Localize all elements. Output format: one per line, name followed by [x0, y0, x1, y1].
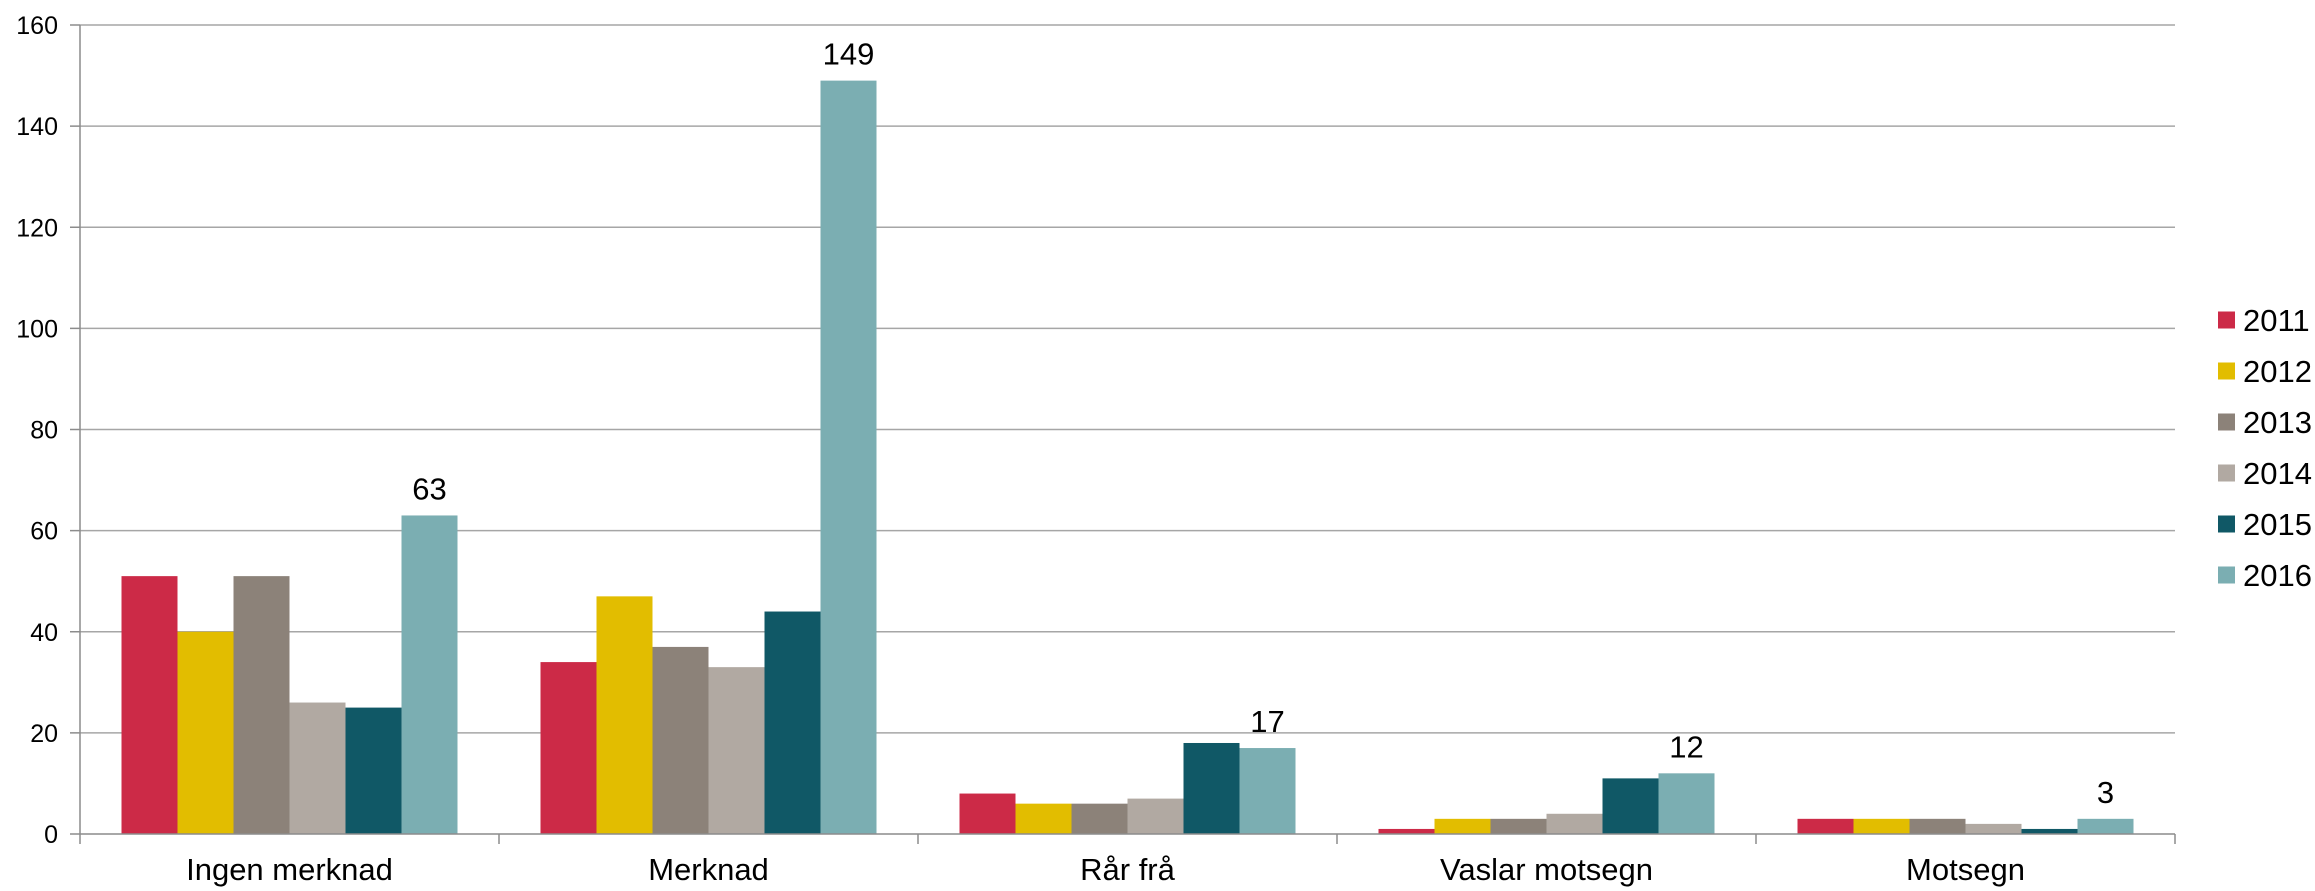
data-label: 149	[823, 37, 875, 72]
bar-2016-0	[401, 515, 458, 834]
y-tick-label: 120	[16, 214, 58, 242]
bar-2012-3	[1434, 818, 1491, 834]
data-label: 3	[2097, 775, 2114, 810]
bar-2015-0	[345, 707, 402, 834]
category-label: Merknad	[648, 852, 769, 887]
y-tick-label: 0	[44, 821, 58, 849]
data-label: 12	[1669, 729, 1703, 764]
bar-2011-4	[1797, 818, 1854, 834]
data-labels: 63 149 17 12 3	[412, 37, 2114, 810]
y-tick-label: 40	[30, 619, 58, 647]
y-tick-label: 20	[30, 720, 58, 748]
legend-label-2014: 2014	[2243, 456, 2312, 491]
legend-label-2013: 2013	[2243, 405, 2312, 440]
y-tick-label: 140	[16, 113, 58, 141]
category-label: Motsegn	[1906, 852, 2025, 887]
bar-2012-2	[1015, 803, 1072, 834]
data-label: 63	[412, 471, 446, 506]
y-tick-label: 100	[16, 315, 58, 343]
bar-2012-0	[177, 631, 234, 834]
bar-2014-2	[1127, 798, 1184, 834]
y-tick-labels: 0 20 40 60 80 100 120 140 160	[16, 12, 58, 849]
bar-2012-4	[1853, 818, 1910, 834]
bar-2013-1	[652, 646, 709, 834]
bar-2015-1	[764, 611, 821, 834]
data-label: 17	[1250, 704, 1284, 739]
bar-2014-1	[708, 667, 765, 834]
axes	[70, 24, 2176, 844]
bar-2013-4	[1909, 818, 1966, 834]
category-label: Rår frå	[1080, 852, 1176, 887]
bar-2015-4	[2021, 828, 2078, 834]
bar-2013-0	[233, 576, 290, 834]
y-tick-label: 60	[30, 518, 58, 546]
y-tick-label: 160	[16, 12, 58, 40]
bar-2011-3	[1378, 828, 1435, 834]
legend-swatch-2013	[2218, 413, 2235, 431]
bar-2016-4	[2077, 818, 2134, 834]
gridlines	[80, 24, 2175, 734]
bar-2014-4	[1965, 823, 2022, 834]
category-label: Vaslar motsegn	[1440, 852, 1653, 887]
legend-label-2015: 2015	[2243, 507, 2312, 542]
legend-swatch-2012	[2218, 362, 2235, 380]
bar-2013-3	[1490, 818, 1547, 834]
bar-2016-1	[820, 80, 877, 834]
bar-2015-3	[1602, 778, 1659, 834]
bar-2011-2	[959, 793, 1016, 834]
legend-label-2012: 2012	[2243, 354, 2312, 389]
bar-2013-2	[1071, 803, 1128, 834]
bar-2015-2	[1183, 742, 1240, 834]
bar-2016-3	[1658, 773, 1715, 834]
legend-label-2011: 2011	[2243, 303, 2310, 338]
bar-2011-0	[121, 576, 178, 834]
bar-2012-1	[596, 596, 653, 834]
legend-swatch-2014	[2218, 464, 2235, 482]
bar-2016-2	[1239, 748, 1296, 834]
category-labels: Ingen merknad Merknad Rår frå Vaslar motseg…	[186, 852, 2025, 887]
legend-swatch-2015	[2218, 515, 2235, 533]
category-label: Ingen merknad	[186, 852, 393, 887]
y-tick-label: 80	[30, 417, 58, 445]
bar-2014-0	[289, 702, 346, 834]
bars	[121, 80, 2134, 834]
bar-2014-3	[1546, 813, 1603, 834]
bar-2011-1	[540, 662, 597, 834]
legend: 2011 2012 2013 2014 2015 2016	[2218, 303, 2312, 593]
legend-label-2016: 2016	[2243, 558, 2312, 593]
legend-swatch-2011	[2218, 311, 2235, 329]
legend-swatch-2016	[2218, 566, 2235, 584]
